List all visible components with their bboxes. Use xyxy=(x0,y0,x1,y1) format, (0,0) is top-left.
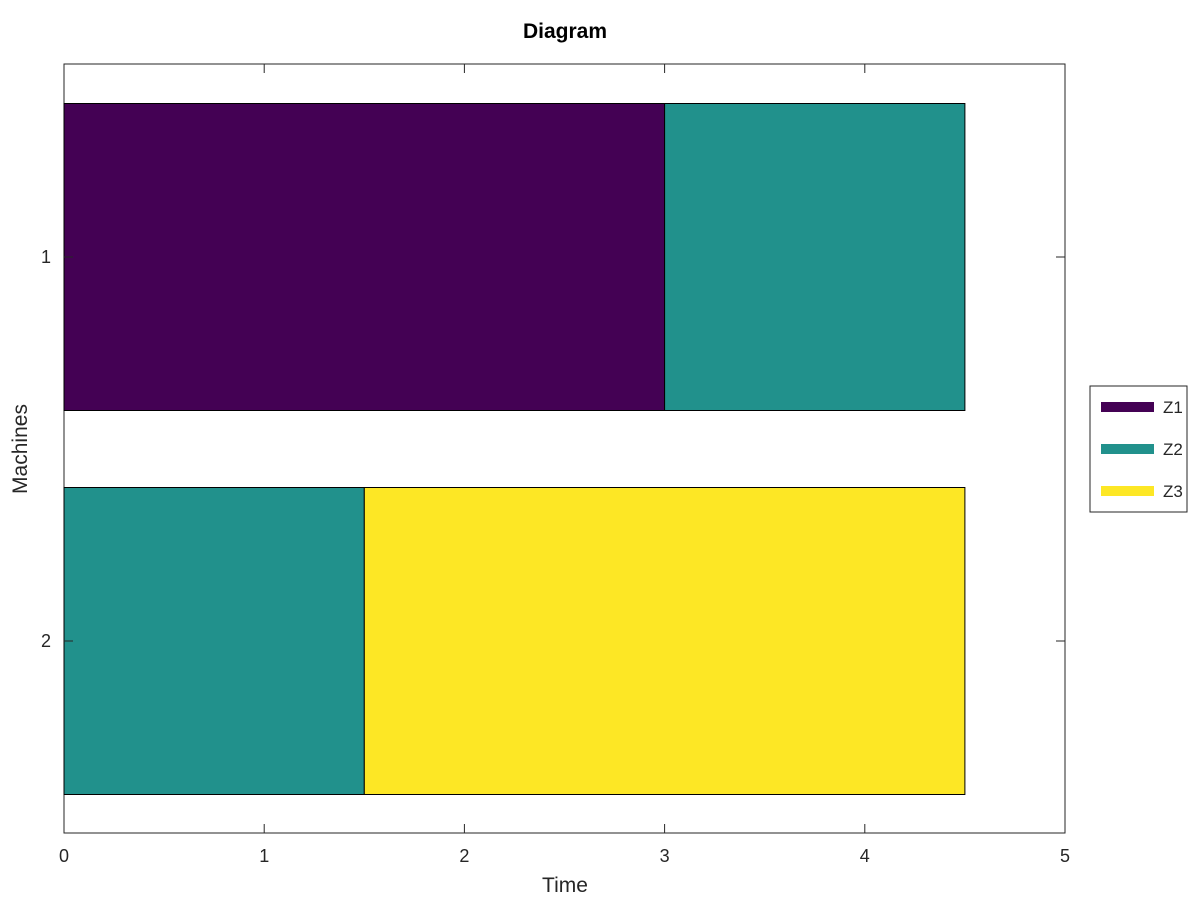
x-tick-label: 1 xyxy=(259,846,269,866)
x-axis-label: Time xyxy=(542,874,588,897)
bar-z3-machine-2 xyxy=(363,487,966,795)
y-axis: 12 xyxy=(41,247,1065,651)
bars-layer xyxy=(63,103,966,795)
x-tick-label: 4 xyxy=(860,846,870,866)
x-tick-label: 3 xyxy=(660,846,670,866)
y-tick-label: 2 xyxy=(41,631,51,651)
chart-title: Diagram xyxy=(523,20,607,43)
legend-label-z3: Z3 xyxy=(1163,482,1183,501)
legend-swatch-z3 xyxy=(1101,486,1154,496)
legend-label-z1: Z1 xyxy=(1163,398,1183,417)
x-tick-label: 5 xyxy=(1060,846,1070,866)
legend-items: Z1 Z2 Z3 xyxy=(1101,398,1183,501)
y-axis-label: Machines xyxy=(9,404,32,494)
bar-z1-machine-1 xyxy=(63,103,666,411)
x-tick-label: 2 xyxy=(459,846,469,866)
bar-z2-machine-1 xyxy=(664,103,966,411)
y-tick-label: 1 xyxy=(41,247,51,267)
legend-swatch-z1 xyxy=(1101,402,1154,412)
legend-label-z2: Z2 xyxy=(1163,440,1183,459)
legend: Z1 Z2 Z3 xyxy=(1089,385,1188,513)
x-axis: 0 1 2 3 4 5 xyxy=(59,64,1070,866)
x-tick-label: 0 xyxy=(59,846,69,866)
legend-swatch-z2 xyxy=(1101,444,1154,454)
bar-z2-machine-2 xyxy=(63,487,365,795)
